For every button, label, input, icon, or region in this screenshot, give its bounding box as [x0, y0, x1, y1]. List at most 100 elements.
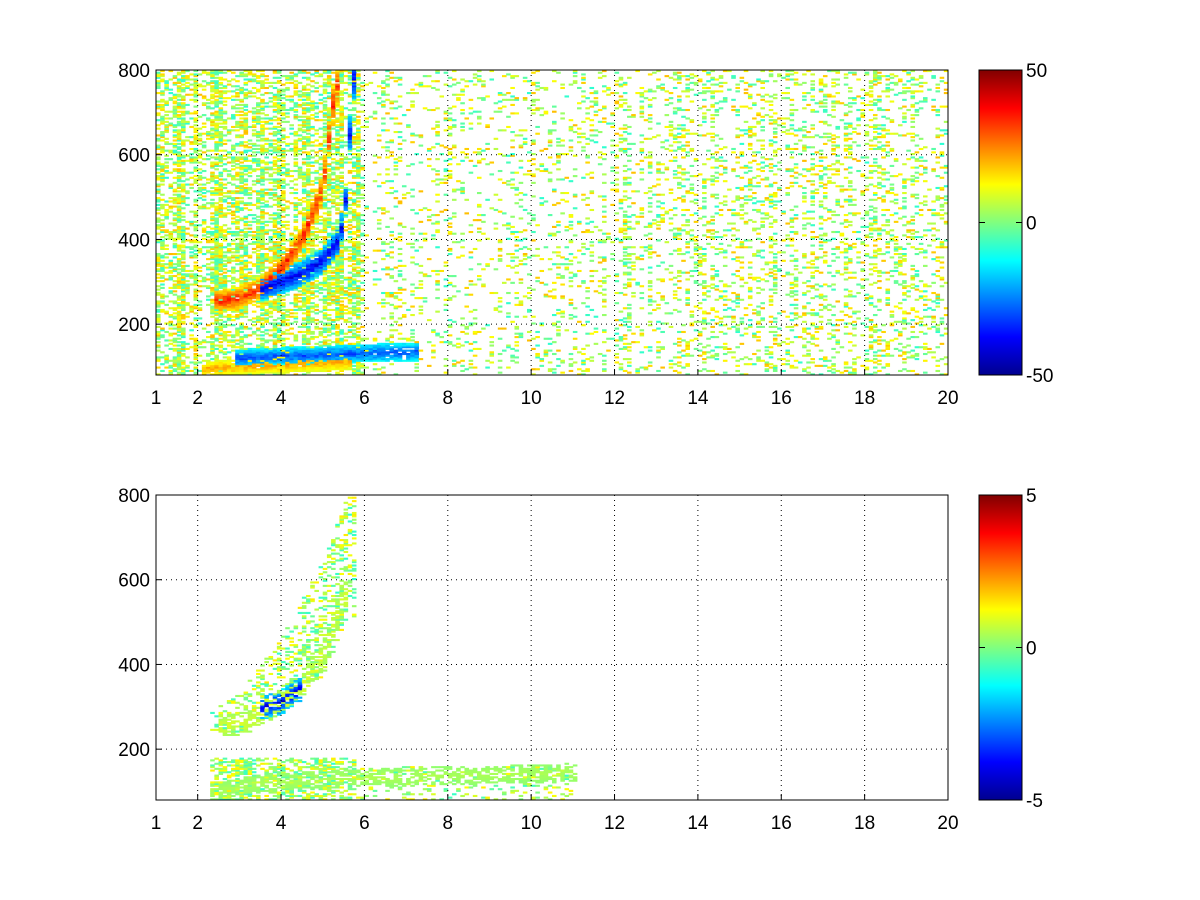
heatmap-cell [268, 205, 274, 208]
heatmap-cell [181, 322, 186, 325]
heatmap-cell [156, 310, 161, 313]
heatmap-cell [168, 291, 174, 295]
heatmap-cell [160, 286, 165, 289]
heatmap-cell [256, 258, 261, 261]
heatmap-cell [201, 369, 207, 373]
heatmap-cell [285, 207, 290, 210]
heatmap-cell [335, 237, 340, 240]
heatmap-cell [222, 268, 228, 271]
heatmap-cell [260, 344, 265, 347]
heatmap-cell [306, 330, 311, 334]
heatmap-cell [285, 358, 290, 361]
heatmap-cell [247, 373, 253, 375]
heatmap-cell [318, 186, 324, 190]
heatmap-cell [226, 259, 232, 262]
heatmap-cell [264, 205, 269, 208]
heatmap-cell [281, 232, 286, 235]
heatmap-cell [222, 90, 228, 93]
heatmap-cell [156, 330, 161, 334]
heatmap-cell [235, 332, 240, 335]
heatmap-cell [176, 102, 182, 105]
heatmap-cell [343, 291, 349, 295]
heatmap-cell [339, 222, 344, 225]
heatmap-cell [181, 288, 186, 291]
heatmap-cell [235, 205, 240, 208]
heatmap-cell [193, 276, 199, 279]
heatmap-cell [168, 149, 174, 152]
heatmap-cell [276, 361, 282, 364]
heatmap-cell [247, 285, 253, 288]
heatmap-cell [156, 175, 161, 178]
heatmap-cell [293, 102, 299, 105]
heatmap-cell [239, 268, 244, 271]
heatmap-cell [231, 268, 236, 271]
heatmap-cell [218, 293, 224, 296]
heatmap-cell [226, 80, 232, 83]
heatmap-cell [206, 249, 211, 252]
heatmap-cell [251, 169, 257, 173]
heatmap-cell [297, 124, 303, 127]
heatmap-cell [339, 227, 344, 230]
heatmap-cell [281, 108, 286, 112]
heatmap-cell [289, 147, 294, 151]
heatmap-cell [343, 205, 349, 208]
heatmap-cell [347, 368, 353, 371]
heatmap-cell [176, 330, 182, 334]
heatmap-cell [272, 115, 278, 118]
heatmap-cell [210, 347, 215, 350]
heatmap-cell [164, 361, 169, 364]
heatmap-cell [160, 93, 165, 96]
heatmap-cell [326, 283, 332, 286]
heatmap-cell [189, 93, 194, 96]
heatmap-cell [306, 220, 311, 223]
heatmap-cell [193, 337, 199, 340]
heatmap-cell [160, 263, 165, 266]
heatmap-cell [172, 339, 178, 342]
heatmap-cell [256, 337, 261, 340]
heatmap-cell [335, 347, 340, 350]
heatmap-cell [276, 80, 282, 83]
heatmap-cell [160, 302, 165, 305]
heatmap-cell [335, 342, 340, 345]
heatmap-cell [297, 347, 303, 350]
heatmap-cell [356, 317, 361, 320]
heatmap-cell [214, 312, 219, 315]
heatmap-cell [289, 368, 294, 371]
heatmap-cell [301, 302, 307, 305]
heatmap-cell [301, 136, 307, 139]
heatmap-cell [160, 100, 165, 103]
heatmap-cell [247, 230, 253, 234]
heatmap-cell [164, 237, 169, 240]
heatmap-cell [201, 132, 207, 135]
heatmap-cell [251, 78, 257, 81]
heatmap-cell [168, 124, 174, 127]
heatmap-cell [272, 351, 278, 354]
heatmap-cell [251, 180, 257, 183]
heatmap-cell [268, 334, 274, 337]
heatmap-cell [293, 83, 299, 86]
heatmap-cell [331, 202, 336, 205]
heatmap-cell [243, 203, 249, 206]
heatmap-cell [231, 298, 236, 301]
heatmap-cell [310, 215, 315, 218]
heatmap-cell [310, 251, 315, 254]
heatmap-cell [322, 324, 328, 327]
heatmap-cell [356, 371, 361, 374]
heatmap-cell [351, 137, 357, 140]
heatmap-cell [351, 237, 357, 240]
heatmap-cell [339, 271, 344, 274]
heatmap-cell [310, 220, 315, 223]
heatmap-cell [260, 317, 265, 320]
heatmap-cell [181, 251, 186, 254]
heatmap-cell [335, 295, 340, 298]
heatmap-cell [168, 200, 174, 203]
heatmap-cell [289, 256, 294, 259]
heatmap-cell [310, 285, 315, 288]
heatmap-cell [293, 336, 299, 339]
heatmap-cell [272, 298, 278, 301]
heatmap-cell [218, 259, 224, 262]
heatmap-cell [168, 322, 174, 325]
heatmap-cell [201, 188, 207, 191]
heatmap-cell [306, 234, 311, 237]
heatmap-cell [289, 242, 294, 245]
